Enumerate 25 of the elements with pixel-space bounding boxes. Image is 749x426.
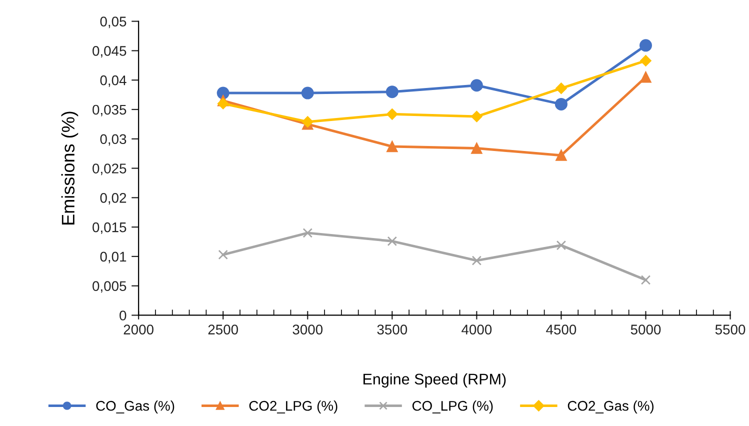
y-axis-title: Emissions (%) (61, 112, 78, 224)
x-tick-label: 5000 (630, 324, 661, 334)
legend-label: CO2_LPG (%) (249, 400, 338, 414)
y-tick-label: 0,02 (100, 193, 126, 204)
x-tick-label: 2500 (208, 324, 238, 334)
x-tick-label: 5500 (715, 324, 746, 334)
y-tick-label: 0,01 (100, 252, 126, 264)
x-tick-label: 4500 (546, 324, 576, 334)
legend-label: CO_LPG (%) (412, 400, 493, 414)
y-tick-label: 0 (120, 310, 126, 320)
y-tick-label: 0,005 (92, 281, 126, 293)
x-tick-label: 3000 (292, 324, 323, 334)
legend-label: CO2_Gas (%) (568, 400, 654, 414)
x-axis-title: Engine Speed (RPM) (363, 373, 506, 388)
x-tick-label: 2000 (124, 324, 154, 334)
y-tick-label: 0,045 (92, 46, 126, 58)
y-tick-label: 0,04 (100, 75, 126, 87)
y-tick-label: 0,03 (100, 134, 126, 146)
y-tick-label: 0,025 (92, 164, 126, 176)
x-tick-label: 4000 (462, 324, 492, 334)
legend-label: CO_Gas (%) (96, 400, 174, 414)
y-tick-label: 0,015 (92, 222, 126, 234)
x-tick-label: 3500 (377, 324, 408, 334)
y-tick-label: 0,05 (100, 16, 126, 28)
y-tick-label: 0,035 (92, 104, 126, 116)
